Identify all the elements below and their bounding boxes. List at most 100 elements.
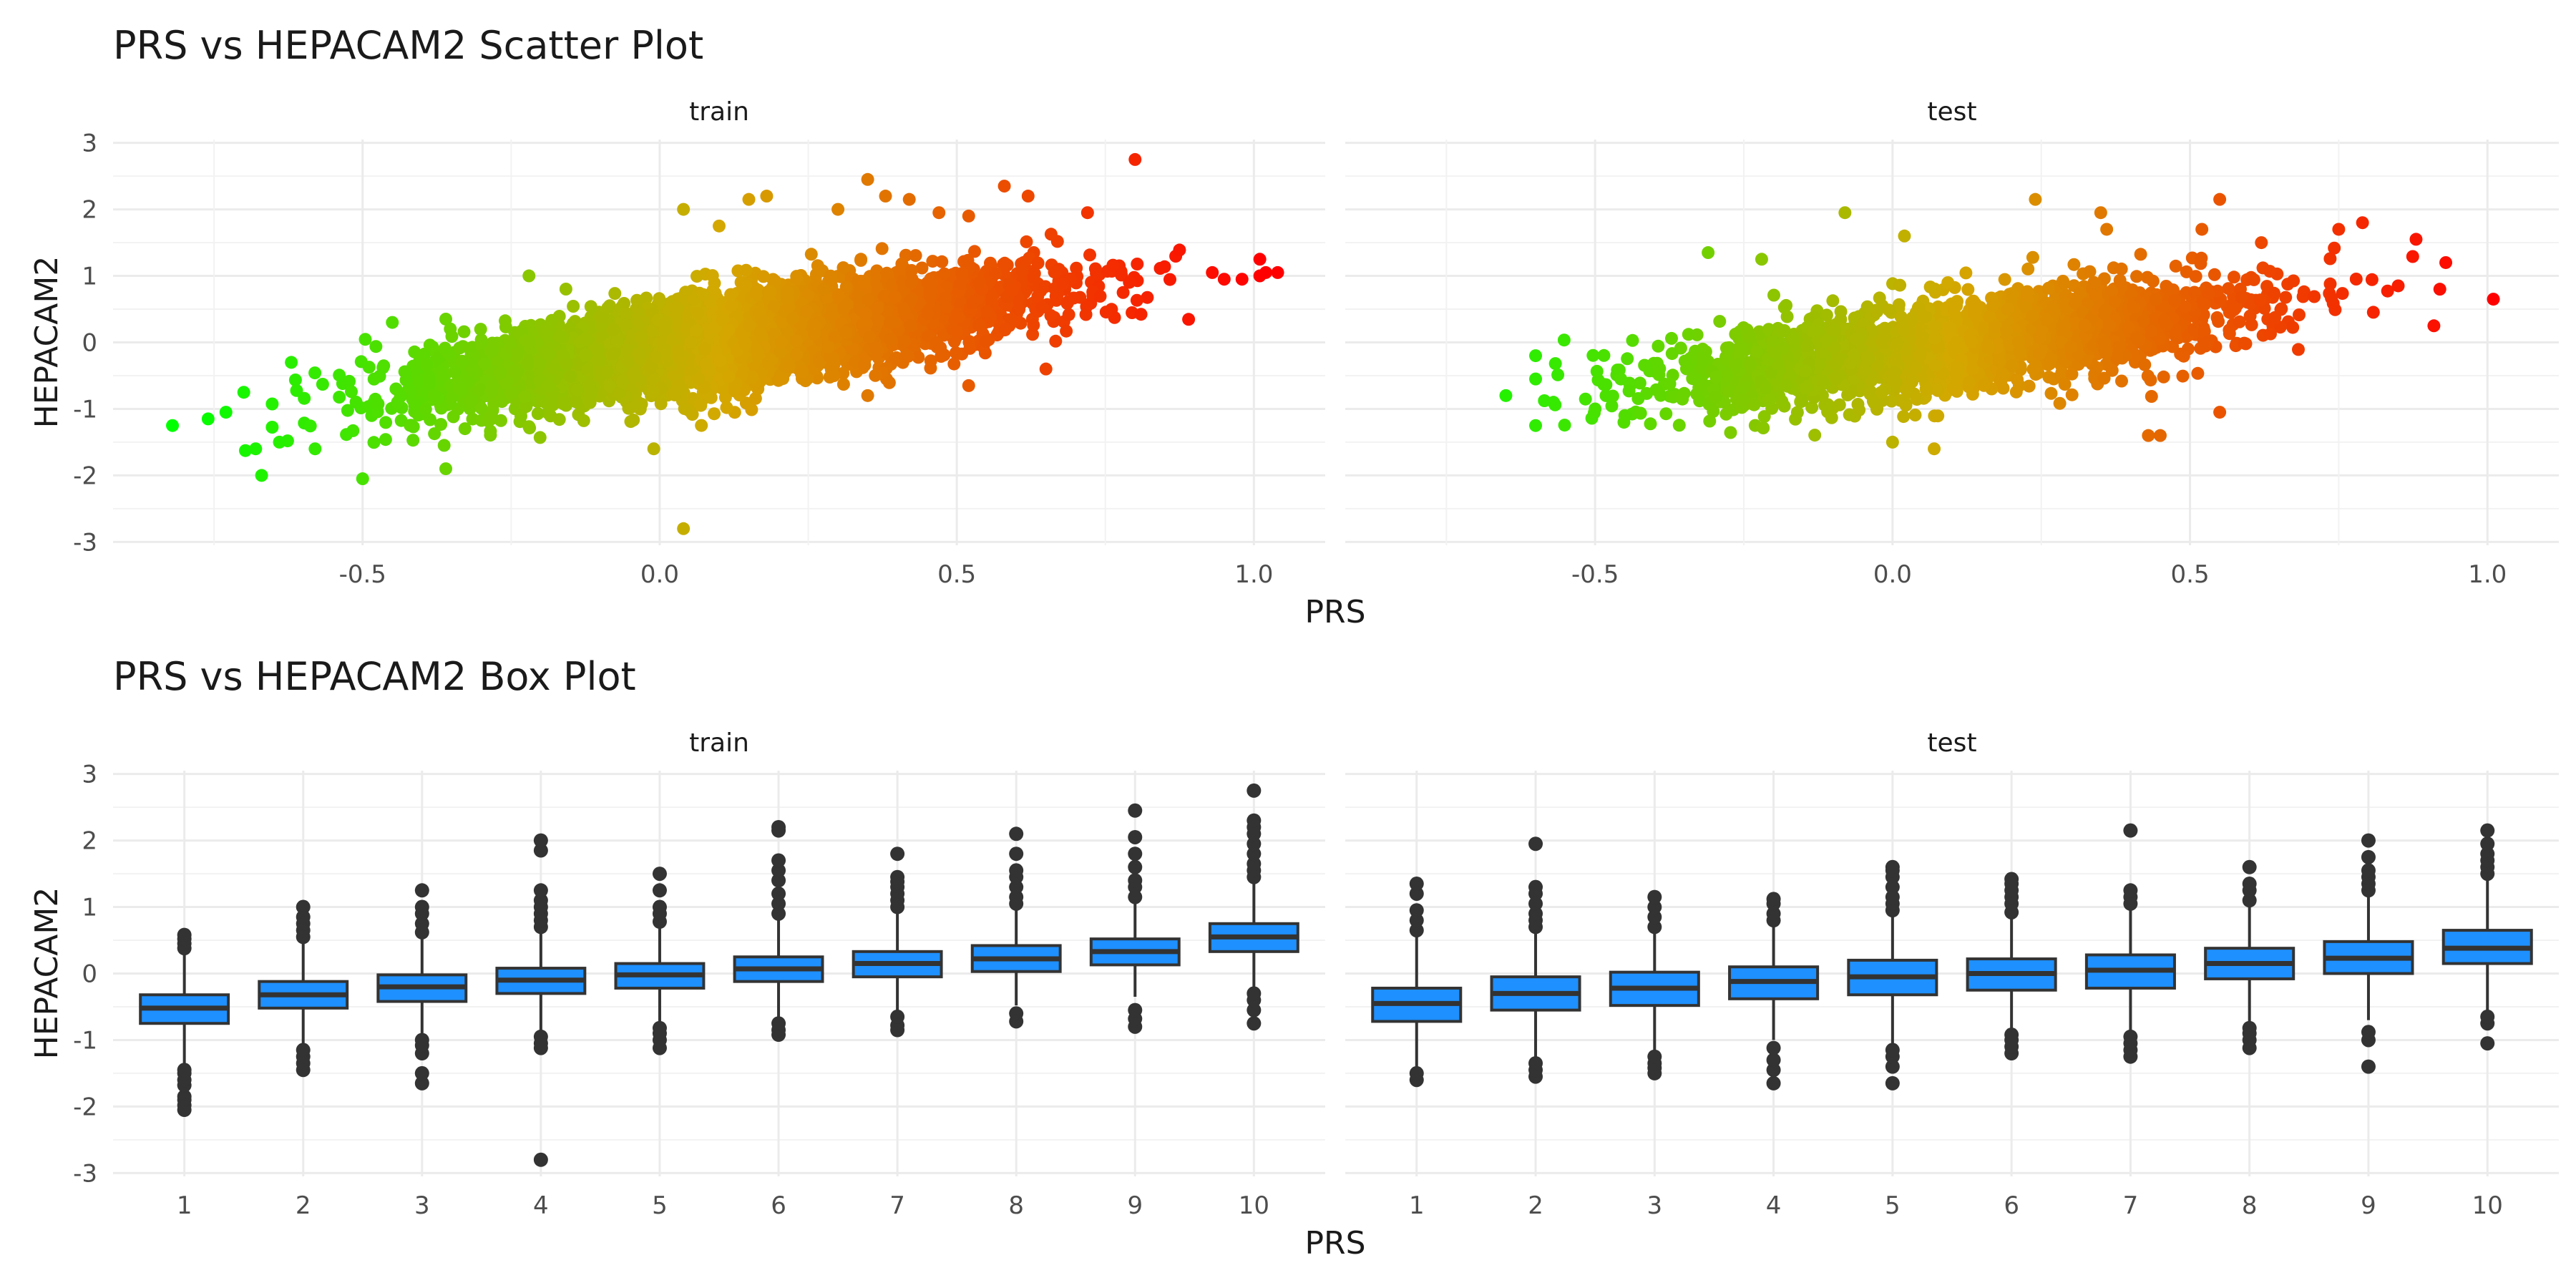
scatter-point <box>290 384 303 397</box>
scatter-point <box>265 421 279 434</box>
scatter-point <box>479 357 492 371</box>
scatter-point <box>1106 258 1120 272</box>
scatter-point <box>518 390 532 404</box>
scatter-point <box>1131 258 1144 270</box>
scatter-point <box>630 293 644 307</box>
scatter-point <box>373 369 386 383</box>
scatter-point <box>875 242 889 255</box>
scatter-point <box>1015 264 1029 278</box>
scatter-point <box>1173 243 1186 257</box>
scatter-point <box>533 431 547 444</box>
scatter-point <box>1048 265 1061 279</box>
scatter-point <box>1116 286 1130 299</box>
scatter-point <box>629 399 643 413</box>
scatter-point <box>706 269 719 283</box>
scatter-point <box>668 388 681 401</box>
scatter-point <box>1130 293 1143 307</box>
scatter-point <box>308 366 322 380</box>
scatter-point <box>687 293 701 306</box>
scatter-point <box>437 369 451 382</box>
scatter-point <box>408 399 421 412</box>
scatter-point <box>748 391 762 405</box>
scatter-point <box>804 248 818 261</box>
scatter-point <box>547 363 561 376</box>
scatter-point <box>607 323 620 336</box>
scatter-point <box>708 407 721 421</box>
scatter-point <box>836 261 850 275</box>
scatter-point <box>832 289 845 303</box>
scatter-point <box>349 395 363 409</box>
scatter-point <box>1027 318 1040 332</box>
scatter-point <box>1083 248 1096 262</box>
scatter-point <box>694 399 708 412</box>
scatter-point <box>769 275 782 288</box>
scatter-point <box>1158 260 1171 273</box>
scatter-train-x-tick-label: 0.0 <box>640 560 679 589</box>
scatter-point <box>438 341 452 355</box>
scatter-point <box>1031 290 1045 303</box>
scatter-point <box>894 262 908 275</box>
scatter-point <box>935 255 949 268</box>
scatter-point <box>474 383 487 396</box>
scatter-point <box>428 427 441 441</box>
scatter-point <box>1002 313 1015 326</box>
scatter-point <box>968 245 981 258</box>
scatter-point <box>343 374 356 388</box>
scatter-point <box>1099 306 1113 319</box>
scatter-point <box>1088 262 1102 275</box>
scatter-point <box>377 359 391 373</box>
scatter-point <box>510 346 524 360</box>
scatter-point <box>404 419 417 432</box>
scatter-point <box>379 416 393 429</box>
scatter-point <box>839 280 853 294</box>
scatter-point <box>552 413 566 426</box>
scatter-point <box>406 434 420 447</box>
scatter-point <box>542 379 555 393</box>
scatter-point <box>1079 308 1093 321</box>
scatter-point <box>809 268 823 281</box>
scatter-point <box>912 351 925 364</box>
scatter-point <box>854 253 867 267</box>
scatter-y-axis-label: HEPACAM2 <box>29 256 65 429</box>
scatter-point <box>369 340 383 353</box>
scatter-point <box>399 374 413 387</box>
scatter-point <box>564 370 577 383</box>
scatter-point <box>869 341 882 354</box>
scatter-point <box>316 378 329 391</box>
scatter-point <box>484 344 498 358</box>
scatter-point <box>872 314 886 328</box>
scatter-point <box>367 436 381 449</box>
scatter-point <box>577 414 590 427</box>
scatter-point <box>522 420 536 434</box>
scatter-point <box>486 411 499 425</box>
scatter-point <box>288 374 302 386</box>
scatter-point <box>947 357 961 371</box>
scatter-point <box>358 333 372 346</box>
scatter-point <box>858 358 872 372</box>
scatter-point <box>559 283 572 296</box>
scatter-point <box>624 415 638 429</box>
scatter-point <box>826 303 839 316</box>
scatter-point <box>239 444 252 457</box>
scatter-point <box>1026 328 1040 341</box>
scatter-point <box>333 391 346 404</box>
scatter-point <box>457 325 471 338</box>
scatter-panel-train: -0.5 0.0 0.5 1.0 <box>113 140 1325 589</box>
scatter-point <box>926 255 940 268</box>
scatter-point <box>678 402 691 415</box>
scatter-point <box>1060 297 1074 310</box>
scatter-point <box>750 287 763 301</box>
scatter-train-x-tick-label: 1.0 <box>1234 560 1273 589</box>
scatter-point <box>570 395 583 409</box>
scatter-point <box>1044 308 1058 322</box>
scatter-point <box>474 333 488 346</box>
scatter-point <box>745 403 758 416</box>
scatter-plot-section: PRS vs HEPACAM2 Scatter Plot train test … <box>29 23 2559 630</box>
scatter-point <box>453 383 467 396</box>
scatter-point <box>870 268 884 281</box>
scatter-train-x-tick-label: -0.5 <box>339 560 386 589</box>
scatter-point <box>458 422 472 436</box>
scatter-point <box>790 272 804 286</box>
scatter-point <box>776 372 790 386</box>
scatter-point <box>514 409 527 423</box>
